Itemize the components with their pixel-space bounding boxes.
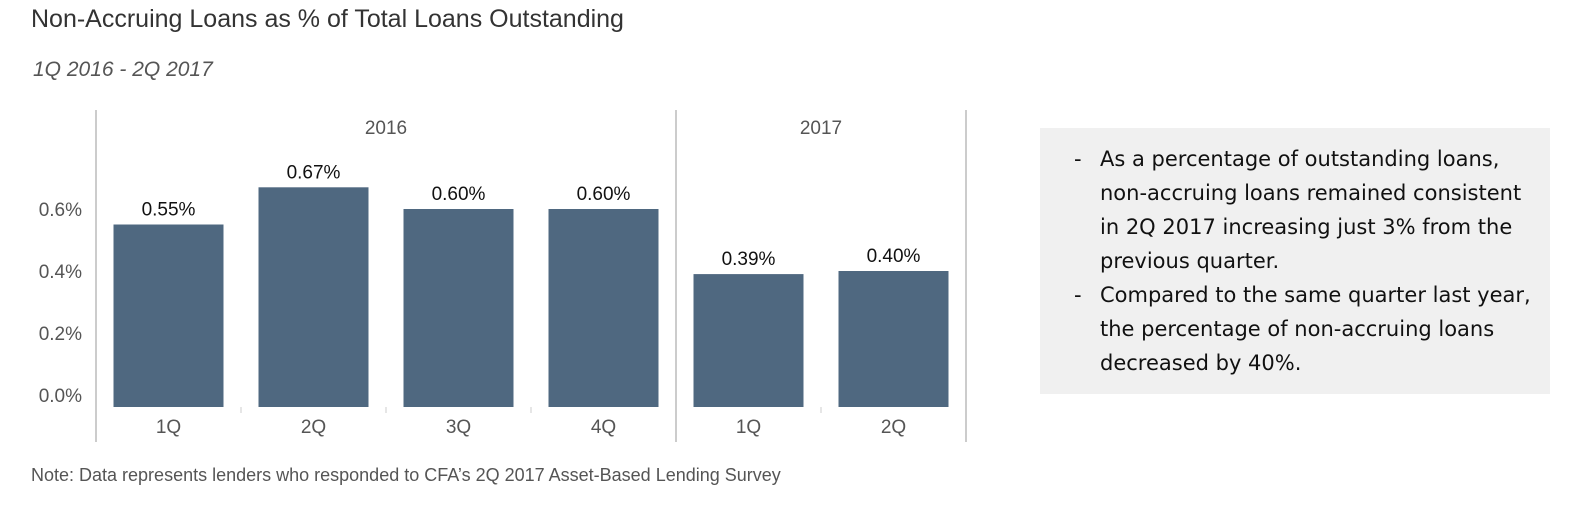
- y-tick-label: 0.4%: [39, 262, 82, 283]
- category-label: 2Q: [881, 417, 906, 438]
- bar: [838, 271, 949, 407]
- bar: [258, 187, 369, 407]
- category-label: 1Q: [156, 417, 181, 438]
- bar: [693, 274, 804, 407]
- chart-title: Non-Accruing Loans as % of Total Loans O…: [31, 5, 624, 33]
- bar: [403, 209, 514, 407]
- commentary-bullet-text: As a percentage of outstanding loans, no…: [1100, 147, 1522, 273]
- category-label: 1Q: [736, 417, 761, 438]
- commentary-bullet: - As a percentage of outstanding loans, …: [1040, 142, 1534, 278]
- bar-chart: 0.0% 0.2% 0.4% 0.6% 2016 0.55% 1Q 0.67% 2Q 0.60% 3…: [39, 110, 967, 442]
- chart-subtitle: 1Q 2016 - 2Q 2017: [33, 58, 213, 81]
- bar-value-label: 0.40%: [867, 246, 921, 267]
- bar: [548, 209, 659, 407]
- y-tick-label: 0.0%: [39, 386, 82, 407]
- y-tick-label: 0.6%: [39, 200, 82, 221]
- bar-value-label: 0.55%: [142, 200, 196, 221]
- bullet-dash: -: [1074, 283, 1082, 307]
- footnote: Note: Data represents lenders who respon…: [31, 465, 781, 485]
- commentary-box: - As a percentage of outstanding loans, …: [1040, 128, 1550, 394]
- group-header-label: 2016: [365, 118, 407, 139]
- bar: [113, 224, 224, 407]
- commentary-bullet: - Compared to the same quarter last year…: [1040, 278, 1534, 380]
- category-label: 2Q: [301, 417, 326, 438]
- category-label: 4Q: [591, 417, 616, 438]
- y-tick-label: 0.2%: [39, 324, 82, 345]
- bullet-dash: -: [1074, 147, 1082, 171]
- bar-value-label: 0.39%: [722, 249, 776, 270]
- category-label: 3Q: [446, 417, 471, 438]
- bar-value-label: 0.60%: [577, 184, 631, 205]
- group-header-label: 2017: [800, 118, 842, 139]
- commentary-bullet-text: Compared to the same quarter last year, …: [1100, 283, 1531, 375]
- bar-value-label: 0.67%: [287, 162, 341, 183]
- bar-value-label: 0.60%: [432, 184, 486, 205]
